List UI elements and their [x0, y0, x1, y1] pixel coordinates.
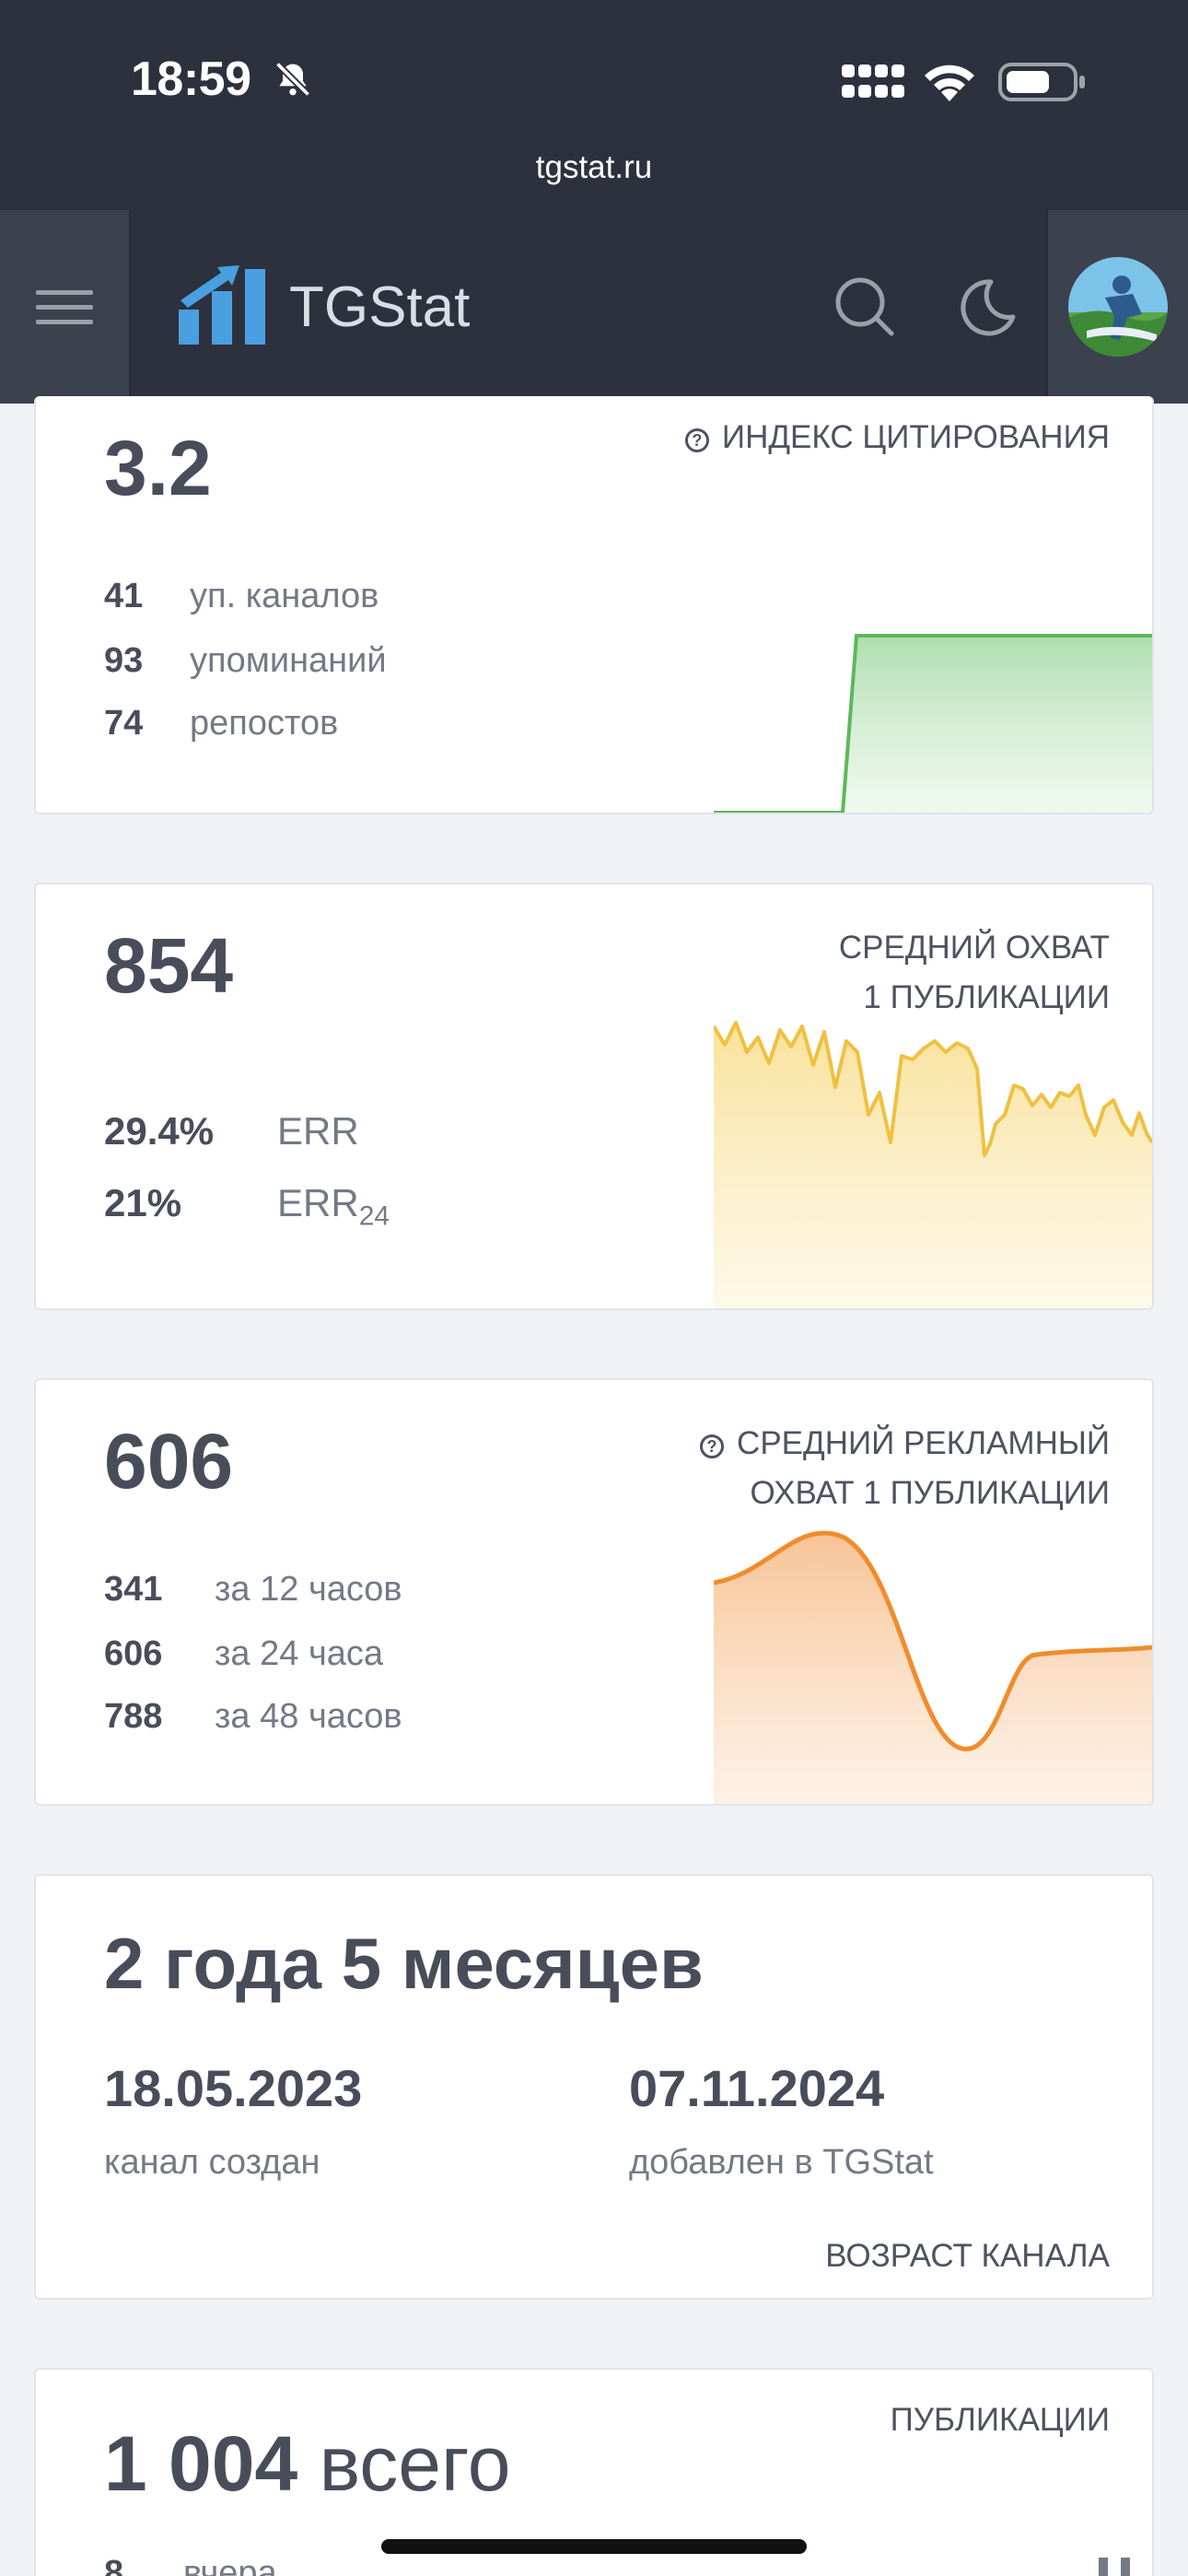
average-reach-value: 854 [104, 922, 234, 1009]
ad-reach-title: ? СРЕДНИЙ РЕКЛАМНЫЙ ОХВАТ 1 ПУБЛИКАЦИИ [700, 1419, 1110, 1518]
citation-index-title: ? ИНДЕКС ЦИТИРОВАНИЯ [684, 413, 1110, 463]
status-time: 18:59 [131, 53, 251, 106]
search-icon[interactable] [833, 275, 897, 339]
app-header: TGStat [0, 210, 1188, 404]
average-ad-reach-card[interactable]: 606 ? СРЕДНИЙ РЕКЛАМНЫЙ ОХВАТ 1 ПУБЛИКАЦИИ… [34, 1378, 1154, 1806]
publications-title: ПУБЛИКАЦИИ [890, 2402, 1110, 2438]
tgstat-logo-icon[interactable] [179, 260, 267, 348]
brand-name[interactable]: TGStat [289, 275, 471, 339]
citation-sparkline [714, 634, 1152, 813]
reach-sparkline [714, 1021, 1152, 1308]
ad-reach-value: 606 [104, 1418, 234, 1505]
stat-row: 41 уп. каналов [104, 577, 379, 615]
hamburger-icon [36, 290, 93, 324]
citation-index-card[interactable]: 3.2 ? ИНДЕКС ЦИТИРОВАНИЯ 41 уп. каналов 93… [34, 396, 1154, 814]
added-date: 07.11.2024 [629, 2059, 885, 2117]
stat-row: 93 упоминаний [104, 641, 387, 680]
channel-age-card[interactable]: 2 года 5 месяцев 18.05.2023 канал создан… [34, 1874, 1154, 2300]
battery-icon [998, 63, 1085, 101]
menu-button[interactable] [0, 210, 131, 404]
channel-age-title: ВОЗРАСТ КАНАЛА [825, 2238, 1110, 2274]
created-label: канал создан [104, 2143, 320, 2182]
help-icon[interactable]: ? [684, 428, 709, 452]
average-reach-title: СРЕДНИЙ ОХВАТ 1 ПУБЛИКАЦИИ [838, 930, 1110, 1015]
user-menu[interactable] [1046, 210, 1188, 404]
avatar[interactable] [1068, 257, 1168, 357]
citation-index-value: 3.2 [104, 425, 212, 511]
stat-row: 74 репостов [104, 704, 339, 743]
average-reach-card[interactable]: 854 СРЕДНИЙ ОХВАТ 1 ПУБЛИКАЦИИ 29.4% ERR 2… [34, 883, 1154, 1310]
status-bar: 18:59 tgstat.ru [0, 0, 1188, 210]
moon-icon[interactable] [954, 275, 1019, 339]
help-icon[interactable]: ? [700, 1434, 725, 1458]
channel-age-value: 2 года 5 месяцев [104, 1923, 704, 2004]
added-label: добавлен в TGStat [629, 2143, 934, 2182]
home-indicator[interactable] [381, 2539, 807, 2554]
created-date: 18.05.2023 [104, 2059, 363, 2117]
publications-row: 8 вчера [104, 2554, 277, 2576]
ad-reach-row: 341 за 12 часов [104, 1570, 402, 1609]
ad-reach-sparkline [714, 1530, 1152, 1804]
ad-reach-row: 788 за 48 часов [104, 1697, 402, 1736]
url-bar[interactable]: tgstat.ru [535, 149, 653, 185]
err24-row: 21% ERR24 [104, 1181, 390, 1232]
ad-reach-row: 606 за 24 часа [104, 1634, 384, 1673]
publications-value: 1 004 всего [104, 2420, 511, 2507]
bar-chart-icon [1099, 2558, 1130, 2576]
cellular-signal-icon [842, 64, 904, 98]
wifi-icon [925, 64, 974, 101]
bell-muted-icon [274, 61, 311, 98]
err-row: 29.4% ERR [104, 1109, 359, 1153]
